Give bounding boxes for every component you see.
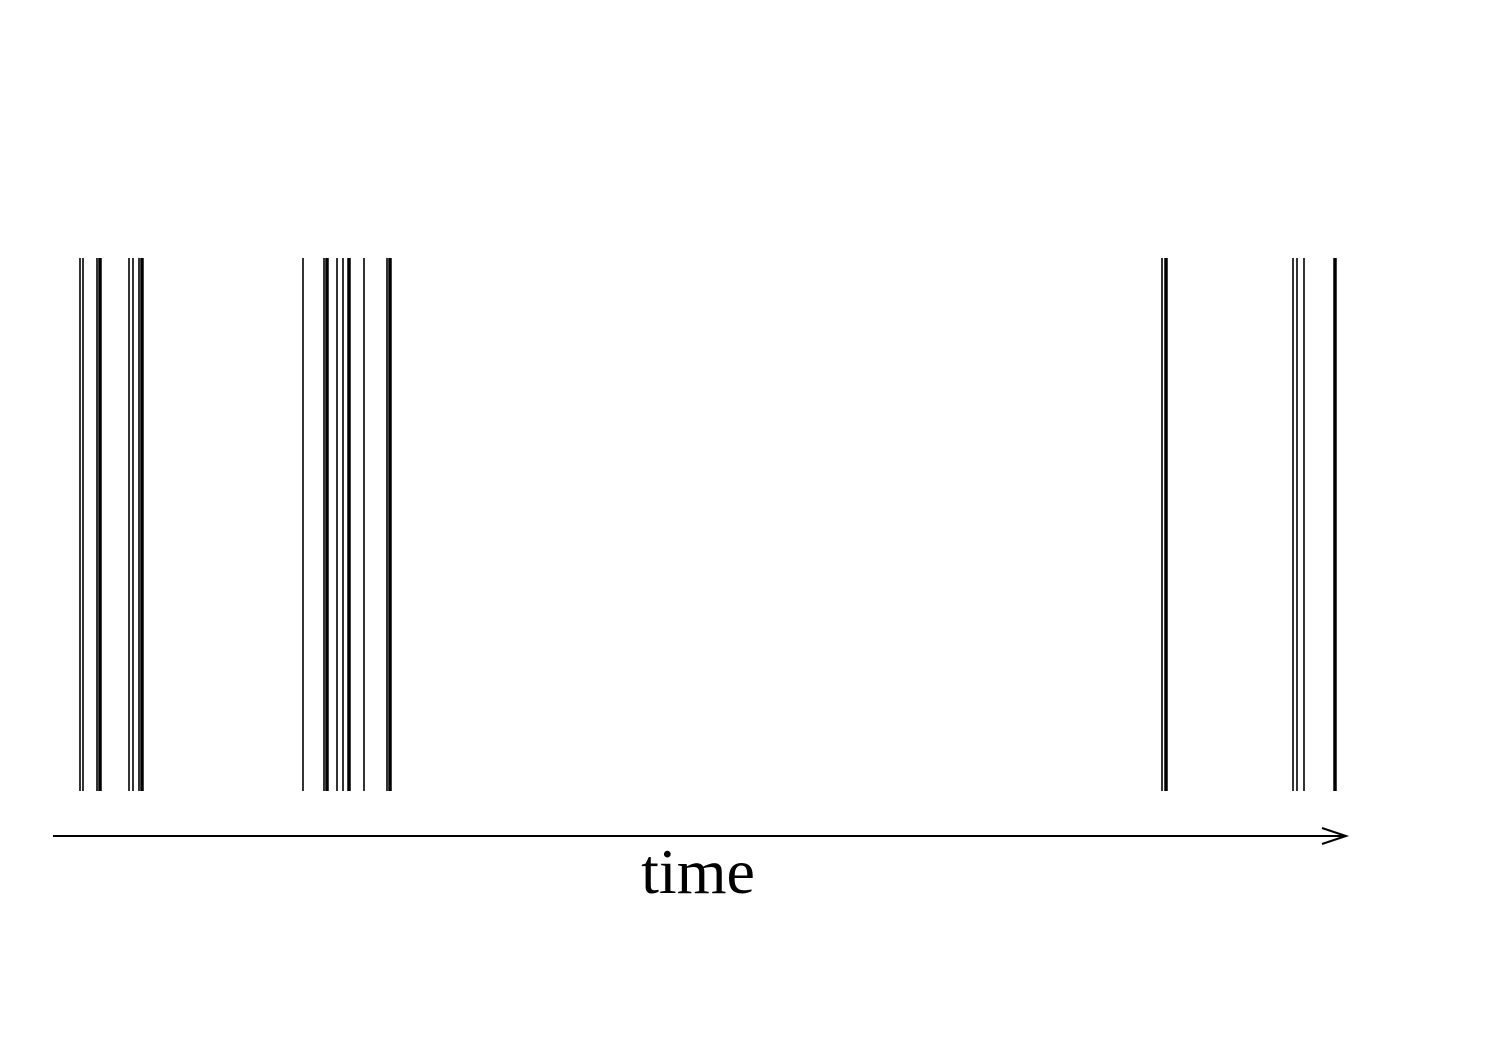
time-axis-arrowhead xyxy=(1321,827,1350,845)
time-axis-label: time xyxy=(641,836,755,907)
event-lines xyxy=(79,258,1337,791)
